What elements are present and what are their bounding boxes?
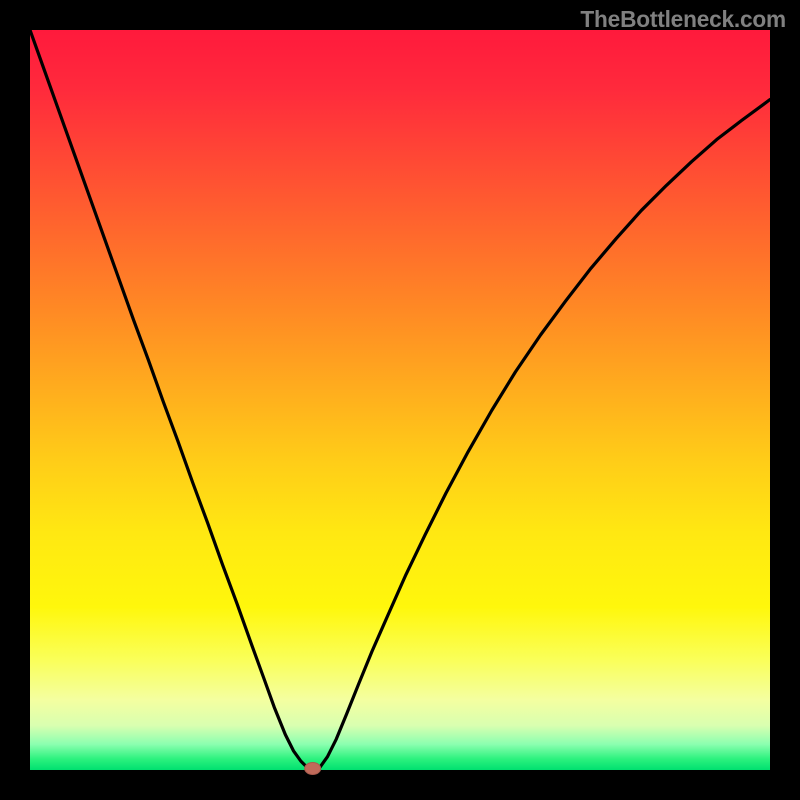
watermark-label: TheBottleneck.com	[580, 6, 786, 33]
bottleneck-chart-svg	[0, 0, 800, 800]
chart-container: TheBottleneck.com	[0, 0, 800, 800]
optimum-marker	[305, 763, 321, 775]
chart-gradient-background	[30, 30, 770, 770]
